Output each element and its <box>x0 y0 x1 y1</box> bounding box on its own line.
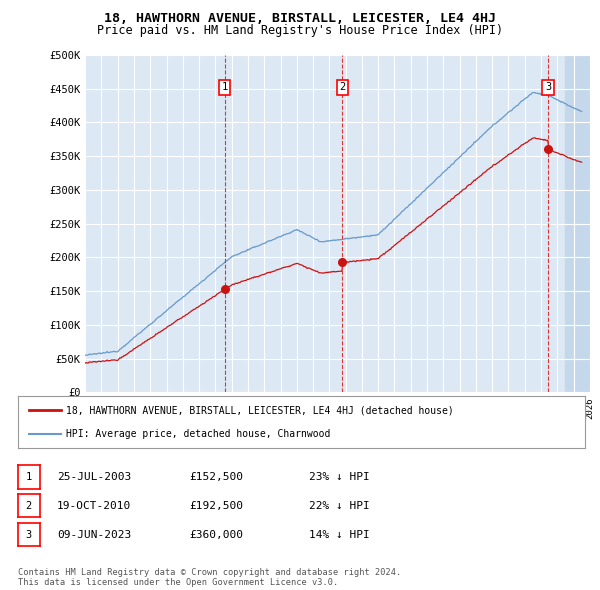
Text: HPI: Average price, detached house, Charnwood: HPI: Average price, detached house, Char… <box>66 430 331 440</box>
Text: 1: 1 <box>26 472 32 481</box>
Text: Price paid vs. HM Land Registry's House Price Index (HPI): Price paid vs. HM Land Registry's House … <box>97 24 503 37</box>
Text: 1: 1 <box>221 82 228 92</box>
Text: 23% ↓ HPI: 23% ↓ HPI <box>309 472 370 481</box>
Text: 25-JUL-2003: 25-JUL-2003 <box>57 472 131 481</box>
Text: Contains HM Land Registry data © Crown copyright and database right 2024.
This d: Contains HM Land Registry data © Crown c… <box>18 568 401 587</box>
Text: 18, HAWTHORN AVENUE, BIRSTALL, LEICESTER, LE4 4HJ: 18, HAWTHORN AVENUE, BIRSTALL, LEICESTER… <box>104 12 496 25</box>
Text: 22% ↓ HPI: 22% ↓ HPI <box>309 501 370 510</box>
Text: 09-JUN-2023: 09-JUN-2023 <box>57 530 131 539</box>
Text: 3: 3 <box>545 82 551 92</box>
Text: £192,500: £192,500 <box>189 501 243 510</box>
Text: 19-OCT-2010: 19-OCT-2010 <box>57 501 131 510</box>
Text: £152,500: £152,500 <box>189 472 243 481</box>
Text: 14% ↓ HPI: 14% ↓ HPI <box>309 530 370 539</box>
Text: 2: 2 <box>339 82 346 92</box>
Text: £360,000: £360,000 <box>189 530 243 539</box>
Text: 18, HAWTHORN AVENUE, BIRSTALL, LEICESTER, LE4 4HJ (detached house): 18, HAWTHORN AVENUE, BIRSTALL, LEICESTER… <box>66 405 454 415</box>
Text: 3: 3 <box>26 530 32 539</box>
Bar <box>565 55 598 392</box>
Text: 2: 2 <box>26 501 32 510</box>
